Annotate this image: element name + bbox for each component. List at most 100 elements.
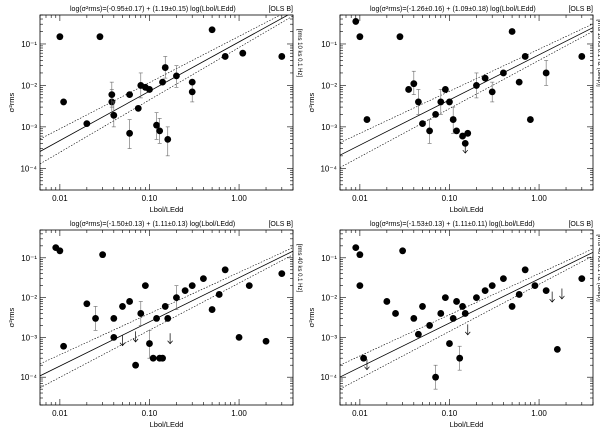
upper-limit-head — [464, 331, 471, 336]
data-point — [99, 251, 107, 259]
data-point — [488, 282, 496, 290]
data-point — [352, 18, 360, 25]
data-point — [437, 98, 445, 106]
data-point — [399, 247, 407, 255]
points-group — [352, 244, 586, 390]
fit-group — [40, 15, 293, 165]
upper-limit-head — [364, 366, 370, 371]
data-point — [208, 26, 216, 34]
data-point — [119, 303, 126, 310]
plot-frame — [39, 229, 294, 406]
y-axis-label: σ²rms — [307, 92, 316, 112]
data-point — [245, 282, 253, 290]
data-point — [153, 121, 160, 129]
data-point — [488, 88, 496, 96]
data-point — [441, 86, 449, 93]
data-point — [108, 91, 116, 99]
data-point — [83, 120, 91, 127]
panel-title: log(σ²rms)=(-1.50±0.13) + (1.11±0.13) lo… — [70, 221, 235, 228]
data-point — [481, 74, 489, 82]
method-tag: [OLS B] — [268, 6, 293, 13]
data-point — [392, 310, 399, 317]
data-point — [221, 266, 229, 274]
y-axis-label: σ²rms — [7, 307, 16, 327]
data-point — [134, 104, 142, 112]
data-point — [531, 282, 539, 290]
y-tick-label: 10⁻² — [321, 81, 337, 90]
data-point — [464, 129, 472, 137]
x-tick-label: 0.01 — [52, 194, 68, 203]
fit-band-lower — [340, 31, 593, 168]
panel-title: log(σ²rms)=(-1.53±0.13) + (1.11±0.11) lo… — [370, 221, 535, 228]
x-tick-label: 1.00 — [231, 409, 247, 418]
x-axis-label: Lbol/LEdd — [450, 420, 484, 429]
data-point — [96, 33, 104, 41]
data-point — [508, 303, 516, 310]
data-point — [200, 275, 207, 283]
data-point — [449, 315, 457, 322]
x-tick-label: 1.00 — [231, 194, 247, 203]
data-point — [132, 361, 139, 369]
data-point — [188, 88, 196, 96]
panel-title: log(σ²rms)=(-1.26±0.16) + (1.09±0.18) lo… — [370, 6, 536, 13]
data-point — [446, 98, 453, 106]
y-axis-label: σ²rms — [307, 307, 316, 327]
data-point — [181, 287, 189, 294]
data-point — [156, 127, 164, 135]
x-tick-label: 0.01 — [52, 409, 68, 418]
data-point — [173, 294, 180, 302]
x-axis-label: Lbol/LEdd — [450, 205, 484, 214]
data-point — [473, 82, 480, 89]
data-point — [356, 251, 364, 259]
data-point — [356, 282, 364, 290]
data-point — [159, 354, 166, 362]
data-point — [60, 98, 67, 106]
x-tick-label: 1.00 — [531, 194, 547, 203]
data-point — [414, 330, 422, 338]
data-point — [453, 127, 460, 135]
data-point — [521, 266, 529, 274]
data-point — [578, 53, 586, 60]
data-point — [578, 275, 586, 283]
x-tick-label: 0.10 — [142, 194, 158, 203]
fit-line — [40, 250, 293, 377]
data-point — [356, 33, 364, 41]
data-point — [508, 28, 516, 35]
data-point — [553, 345, 561, 353]
data-point — [235, 333, 243, 341]
upper-limit-head — [462, 149, 469, 154]
data-point — [459, 132, 466, 140]
data-point — [110, 111, 118, 119]
data-point — [56, 33, 64, 41]
data-point — [126, 298, 133, 305]
data-point — [461, 310, 469, 317]
data-point — [56, 247, 64, 255]
panel-1: 0.01 0.10 1.00 10⁻⁴ 10⁻³ 10⁻² 10⁻¹ log(σ²rms)=(… — [7, 6, 302, 214]
y-axis-label: σ²rms — [7, 92, 16, 112]
x-tick-label: 0.01 — [352, 194, 368, 203]
y-tick-label: 10⁻³ — [321, 333, 337, 342]
data-point — [92, 315, 99, 322]
y-tick-label: 10⁻² — [21, 81, 37, 90]
data-point — [481, 287, 489, 294]
data-point — [360, 354, 367, 362]
upper-limit-head — [549, 298, 555, 303]
data-point — [126, 91, 133, 99]
x-tick-label: 1.00 — [531, 409, 547, 418]
data-point — [453, 298, 460, 305]
data-point — [542, 287, 550, 294]
data-point — [221, 53, 229, 60]
y-tick-label: 10⁻⁴ — [320, 373, 337, 382]
data-point — [110, 315, 118, 322]
y-tick-label: 10⁻¹ — [321, 40, 337, 49]
data-point — [473, 294, 480, 302]
data-point — [126, 129, 133, 137]
upper-limit-head — [132, 338, 139, 343]
data-point — [363, 116, 371, 123]
data-point — [188, 282, 196, 290]
y-tick-label: 10⁻³ — [21, 123, 37, 132]
fit-band-upper — [40, 15, 282, 140]
data-point — [208, 306, 216, 313]
y-tick-label: 10⁻¹ — [321, 254, 337, 263]
fit-line — [340, 27, 593, 156]
